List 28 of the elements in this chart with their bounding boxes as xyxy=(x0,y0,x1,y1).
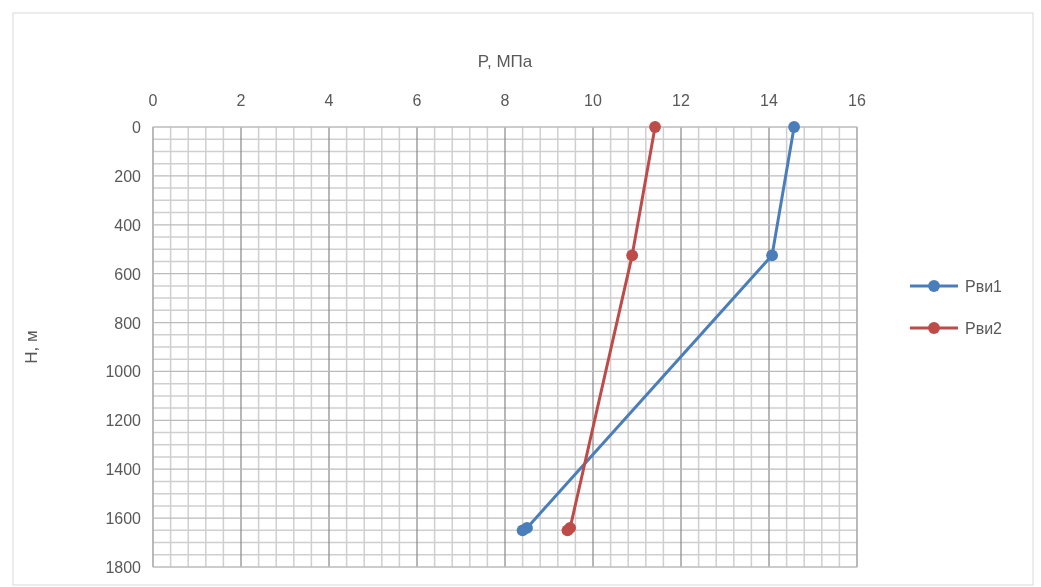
y-tick-label: 1000 xyxy=(105,363,142,381)
x-tick-label: 16 xyxy=(848,92,866,109)
y-tick-label: 1800 xyxy=(105,559,142,576)
x-tick-label: 0 xyxy=(148,92,158,109)
x-tick-label: 8 xyxy=(500,92,510,109)
point xyxy=(766,249,778,262)
y-tick-label: 1200 xyxy=(105,412,142,430)
x-tick-label: 2 xyxy=(236,92,246,109)
x-tick-label: 12 xyxy=(672,92,690,109)
point xyxy=(649,121,661,133)
y-tick-label: 1600 xyxy=(105,510,142,528)
x-axis-title: P, МПа xyxy=(477,52,533,71)
point xyxy=(788,121,800,133)
point xyxy=(516,524,529,537)
x-tick-label: 6 xyxy=(412,92,422,109)
x-tick-label: 4 xyxy=(324,92,334,109)
y-axis-title: H, м xyxy=(22,330,41,364)
y-tick-label: 0 xyxy=(132,119,142,136)
y-tick-label: 600 xyxy=(114,265,142,283)
legend-label: Рви2 xyxy=(965,320,1003,337)
y-tick-label: 200 xyxy=(114,167,142,185)
x-tick-label: 14 xyxy=(760,92,778,109)
point xyxy=(626,249,639,262)
y-tick-label: 1400 xyxy=(105,461,142,479)
legend-label: Рви1 xyxy=(965,278,1003,295)
y-tick-label: 800 xyxy=(114,314,142,332)
y-tick-label: 400 xyxy=(114,216,142,234)
x-tick-label: 10 xyxy=(584,92,602,109)
